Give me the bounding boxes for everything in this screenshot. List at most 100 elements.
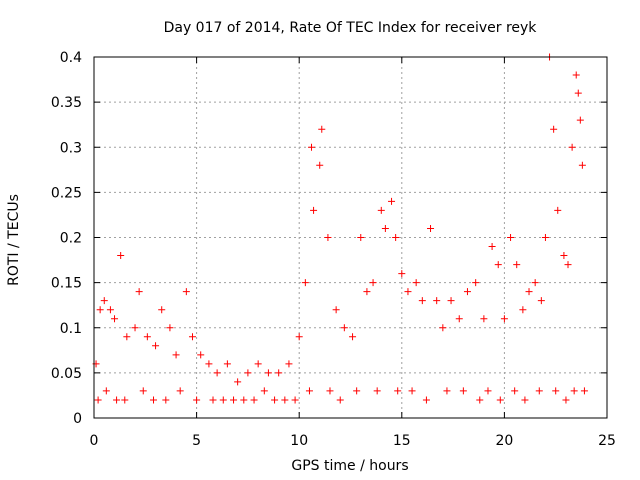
data-point [535, 387, 543, 395]
data-point [209, 396, 217, 404]
data-point [521, 396, 529, 404]
data-point [480, 315, 488, 323]
data-point [100, 297, 108, 305]
chart-title: Day 017 of 2014, Rate Of TEC Index for r… [164, 20, 538, 36]
data-point [349, 333, 357, 341]
y-axis-label: ROTI / TECUs [6, 194, 22, 286]
data-point [513, 261, 521, 269]
data-point [525, 288, 533, 296]
data-point [494, 261, 502, 269]
data-point [357, 234, 365, 241]
data-point [562, 396, 570, 404]
data-point [281, 396, 289, 404]
data-point [135, 288, 143, 296]
data-point [117, 252, 125, 260]
data-point [398, 270, 406, 278]
data-point [318, 125, 326, 133]
x-tick-label: 5 [192, 433, 201, 449]
data-point [250, 396, 258, 404]
data-point [223, 360, 231, 368]
data-point [316, 161, 324, 169]
x-tick-label: 20 [495, 433, 513, 449]
y-tick-label: 0.1 [60, 321, 82, 337]
data-point [369, 279, 377, 287]
y-tick-labels: 0 0.05 0.1 0.15 0.2 0.25 0.3 0.35 0.4 [51, 50, 82, 427]
data-point [336, 396, 344, 404]
data-point [197, 351, 205, 359]
data-point [123, 333, 131, 341]
data-point [152, 342, 160, 350]
data-point [541, 234, 549, 241]
data-point [574, 89, 582, 97]
data-point [158, 306, 166, 314]
data-point [550, 125, 558, 133]
data-point [340, 324, 348, 332]
data-point [568, 143, 576, 151]
data-point [476, 396, 484, 404]
data-point [139, 387, 147, 395]
data-point [463, 288, 471, 296]
data-point [422, 396, 430, 404]
data-point [326, 387, 334, 395]
data-point [310, 206, 318, 214]
data-point [554, 206, 562, 214]
data-point [213, 369, 221, 377]
data-point [240, 396, 248, 404]
data-point [143, 333, 151, 341]
y-tick-label: 0.35 [51, 95, 82, 111]
data-point [111, 315, 119, 323]
y-tick-label: 0 [73, 411, 82, 427]
data-point [94, 396, 102, 404]
data-point [418, 297, 426, 305]
data-point [324, 234, 332, 241]
grid-lines [94, 57, 607, 418]
data-point [219, 396, 227, 404]
y-tick-label: 0.3 [60, 140, 82, 156]
data-point [394, 387, 402, 395]
data-point [459, 387, 467, 395]
data-point [275, 369, 283, 377]
x-tick-label: 15 [393, 433, 411, 449]
data-point [408, 387, 416, 395]
data-point [176, 387, 184, 395]
data-point [113, 396, 121, 404]
data-point [488, 243, 496, 251]
data-point [373, 387, 381, 395]
data-point [439, 324, 447, 332]
data-point [121, 396, 129, 404]
data-point [427, 224, 435, 232]
data-point [381, 224, 389, 232]
y-tick-label: 0.15 [51, 276, 82, 292]
x-axis-label: GPS time / hours [291, 458, 408, 474]
data-point [96, 306, 104, 314]
data-point [564, 261, 572, 269]
data-point [507, 234, 515, 241]
data-point [447, 297, 455, 305]
data-point [301, 279, 309, 287]
data-point [572, 71, 580, 79]
data-point [102, 387, 110, 395]
data-point [254, 360, 262, 368]
data-point [580, 387, 588, 395]
data-point [404, 288, 412, 296]
data-point [166, 324, 174, 332]
data-point [291, 396, 299, 404]
data-point [570, 387, 578, 395]
data-point [106, 306, 114, 314]
data-point [230, 396, 238, 404]
data-point [172, 351, 180, 359]
data-point [264, 369, 272, 377]
data-point [388, 197, 396, 205]
data-point [295, 333, 303, 341]
data-point [377, 206, 385, 214]
data-point [205, 360, 213, 368]
data-point [244, 369, 252, 377]
y-tick-label: 0.25 [51, 185, 82, 201]
x-tick-label: 0 [90, 433, 99, 449]
data-point [552, 387, 560, 395]
y-tick-label: 0.2 [60, 231, 82, 247]
data-point [576, 116, 584, 124]
data-point [392, 234, 400, 241]
data-point [455, 315, 463, 323]
